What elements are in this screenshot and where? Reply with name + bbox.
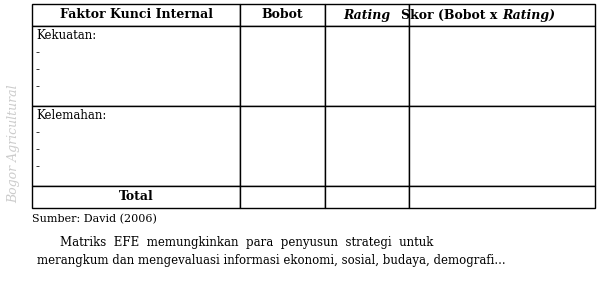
Bar bbox=[240, 26, 324, 106]
Text: Faktor Kunci Internal: Faktor Kunci Internal bbox=[60, 8, 213, 21]
Text: -: - bbox=[36, 80, 40, 93]
Bar bbox=[32, 26, 240, 106]
Text: merangkum dan mengevaluasi informasi ekonomi, sosial, budaya, demografi...: merangkum dan mengevaluasi informasi eko… bbox=[37, 254, 506, 267]
Bar bbox=[32, 4, 240, 26]
Text: Sumber: David (2006): Sumber: David (2006) bbox=[32, 214, 157, 224]
Text: -: - bbox=[36, 46, 40, 59]
Bar bbox=[240, 4, 324, 26]
Text: Kekuatan:: Kekuatan: bbox=[36, 29, 96, 42]
Text: -: - bbox=[36, 63, 40, 76]
Bar bbox=[324, 26, 409, 106]
Bar bbox=[409, 186, 595, 208]
Text: Bobot: Bobot bbox=[262, 8, 303, 21]
Text: Rating): Rating) bbox=[502, 8, 555, 21]
Text: Bogor Agricultural: Bogor Agricultural bbox=[7, 85, 20, 203]
Text: -: - bbox=[36, 160, 40, 173]
Text: -: - bbox=[36, 143, 40, 156]
Bar bbox=[240, 186, 324, 208]
Bar bbox=[324, 186, 409, 208]
Bar bbox=[32, 186, 240, 208]
Bar bbox=[409, 26, 595, 106]
Text: Matriks  EFE  memungkinkan  para  penyusun  strategi  untuk: Matriks EFE memungkinkan para penyusun s… bbox=[60, 236, 433, 249]
Bar bbox=[409, 106, 595, 186]
Bar bbox=[240, 106, 324, 186]
Text: Kelemahan:: Kelemahan: bbox=[36, 109, 107, 122]
Text: Rating: Rating bbox=[343, 8, 391, 21]
Text: -: - bbox=[36, 126, 40, 139]
Bar bbox=[324, 106, 409, 186]
Bar bbox=[324, 4, 409, 26]
Bar bbox=[32, 106, 240, 186]
Text: Skor (Bobot x: Skor (Bobot x bbox=[402, 8, 502, 21]
Bar bbox=[409, 4, 595, 26]
Text: Total: Total bbox=[119, 190, 154, 203]
